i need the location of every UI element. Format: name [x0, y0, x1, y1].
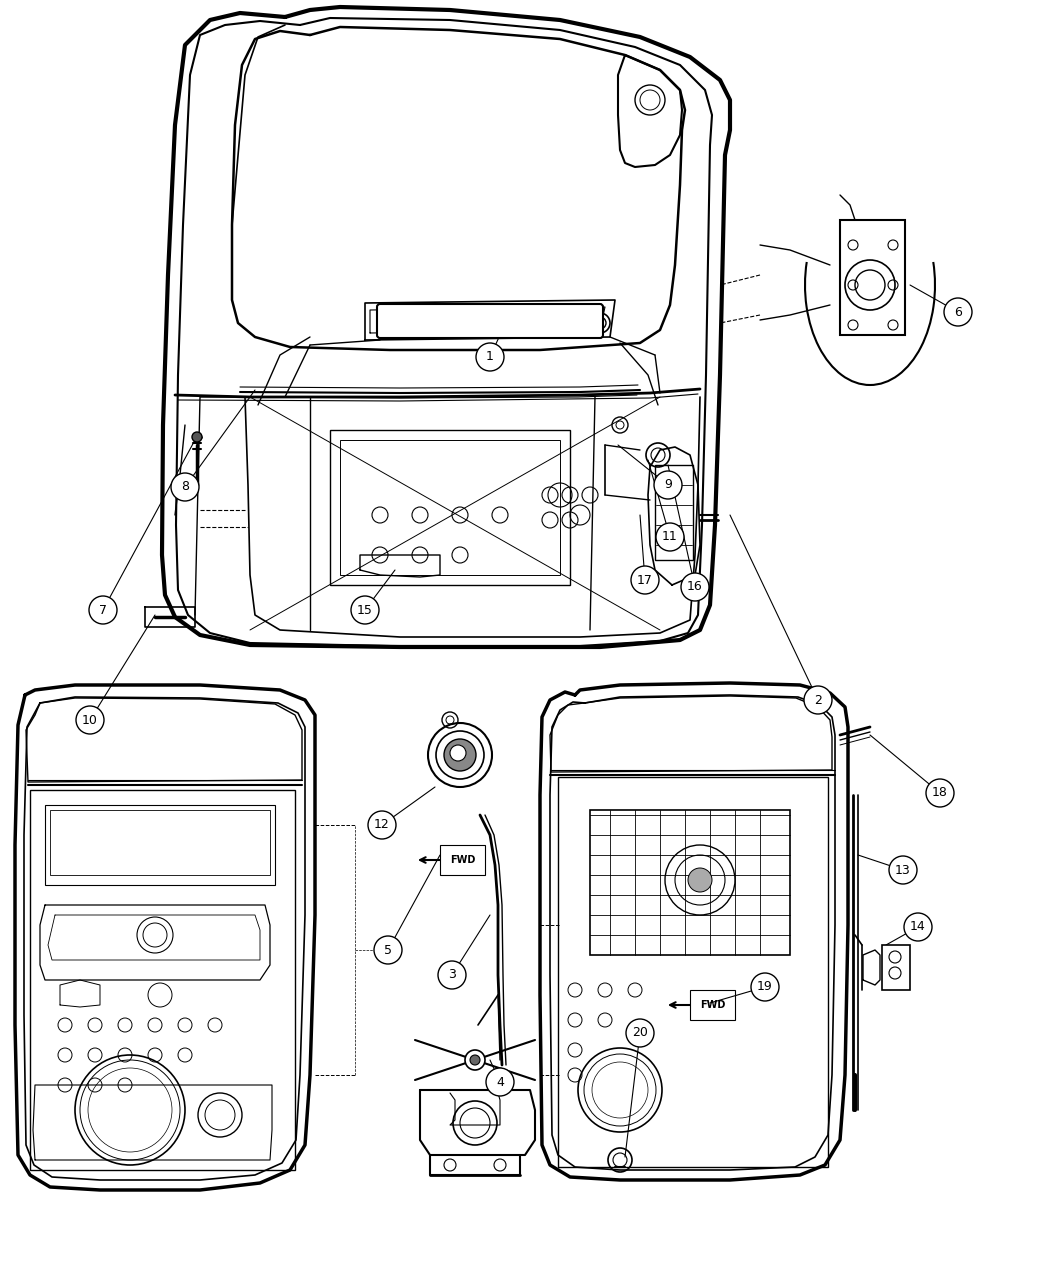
Circle shape — [444, 740, 476, 771]
Text: 16: 16 — [687, 580, 702, 593]
Circle shape — [374, 936, 402, 964]
Text: 17: 17 — [637, 574, 653, 586]
Text: 5: 5 — [384, 944, 392, 956]
FancyBboxPatch shape — [377, 303, 603, 338]
Circle shape — [656, 523, 684, 551]
Circle shape — [476, 343, 504, 371]
Text: 13: 13 — [895, 863, 911, 876]
Text: 18: 18 — [932, 787, 948, 799]
Bar — [50, 810, 270, 875]
Circle shape — [654, 470, 682, 499]
Circle shape — [486, 1068, 514, 1096]
Circle shape — [438, 961, 466, 989]
Circle shape — [368, 811, 396, 839]
Text: 8: 8 — [181, 481, 189, 493]
Bar — [882, 945, 910, 989]
Text: FWD: FWD — [450, 856, 476, 864]
Circle shape — [626, 1019, 654, 1047]
Circle shape — [465, 1051, 485, 1070]
Circle shape — [889, 856, 917, 884]
Circle shape — [351, 595, 379, 623]
Text: 3: 3 — [448, 969, 456, 982]
Circle shape — [631, 566, 659, 594]
Text: 14: 14 — [910, 921, 926, 933]
Text: 11: 11 — [663, 530, 678, 543]
Text: 7: 7 — [99, 603, 107, 617]
Text: 12: 12 — [374, 819, 390, 831]
Circle shape — [192, 432, 202, 442]
Circle shape — [751, 973, 779, 1001]
Circle shape — [944, 298, 972, 326]
Circle shape — [804, 686, 832, 714]
Bar — [30, 790, 295, 1170]
Bar — [655, 465, 693, 560]
Text: 6: 6 — [954, 306, 962, 319]
Text: 20: 20 — [632, 1026, 648, 1039]
Circle shape — [76, 706, 104, 734]
Text: 10: 10 — [82, 714, 98, 727]
Circle shape — [904, 913, 932, 941]
Circle shape — [89, 595, 117, 623]
Text: 19: 19 — [757, 980, 773, 993]
Text: 1: 1 — [486, 351, 494, 363]
Text: 4: 4 — [496, 1076, 504, 1089]
Circle shape — [470, 1054, 480, 1065]
Circle shape — [688, 868, 712, 892]
Text: 9: 9 — [664, 478, 672, 491]
Bar — [590, 810, 790, 955]
Text: 2: 2 — [814, 694, 822, 706]
Circle shape — [450, 745, 466, 761]
Bar — [330, 430, 570, 585]
Bar — [45, 805, 275, 885]
Text: FWD: FWD — [700, 1000, 726, 1010]
Circle shape — [681, 572, 709, 601]
Text: 15: 15 — [357, 603, 373, 617]
Bar — [340, 440, 560, 575]
Circle shape — [926, 779, 954, 807]
Bar — [840, 221, 905, 335]
Circle shape — [171, 473, 200, 501]
Circle shape — [436, 731, 484, 779]
Bar — [558, 776, 828, 1167]
